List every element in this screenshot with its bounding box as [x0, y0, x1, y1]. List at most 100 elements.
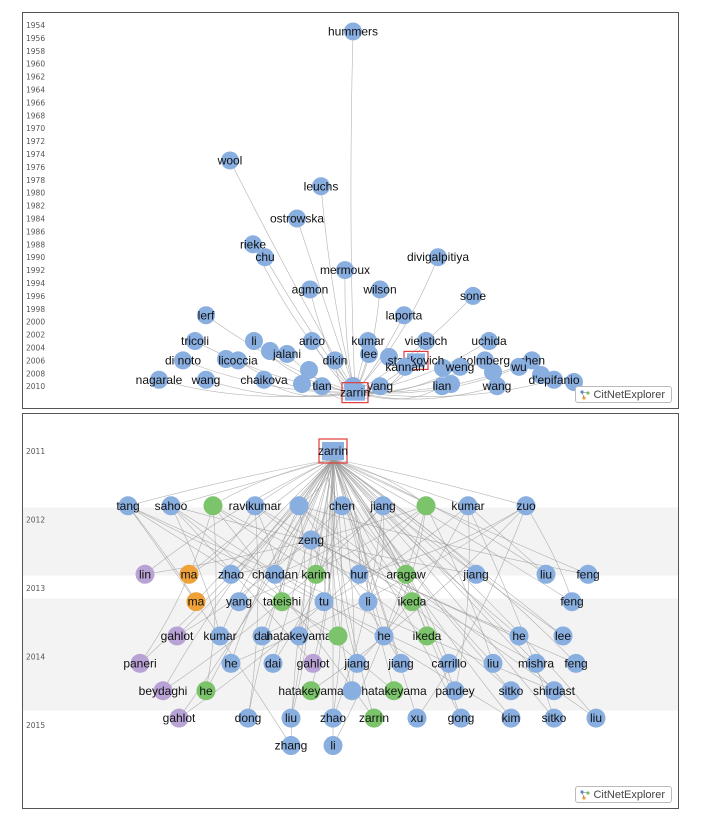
- publication-node[interactable]: beydaghi: [139, 681, 188, 701]
- node-circle[interactable]: [288, 209, 306, 228]
- publication-node[interactable]: kumar: [451, 496, 485, 516]
- node-circle[interactable]: [578, 564, 598, 584]
- publication-node[interactable]: li: [358, 592, 378, 612]
- publication-node[interactable]: li: [323, 736, 343, 756]
- publication-node[interactable]: lee: [553, 626, 573, 646]
- node-circle[interactable]: [445, 681, 465, 701]
- top-network-canvas[interactable]: 1954 1956 1958 1960 1962 1964 1966 1968 1970 1972…: [23, 13, 678, 408]
- bottom-network-canvas[interactable]: 2011 2012 2013 2014 2015 zarrin tang sahoo ravik…: [23, 414, 678, 808]
- publication-node[interactable]: jiang: [369, 496, 396, 516]
- node-circle[interactable]: [466, 564, 486, 584]
- node-circle[interactable]: [263, 653, 283, 673]
- node-circle[interactable]: [526, 653, 546, 673]
- publication-node[interactable]: jiang: [343, 653, 370, 673]
- node-circle[interactable]: [313, 377, 331, 396]
- publication-node[interactable]: carrillo: [431, 653, 467, 673]
- publication-node[interactable]: jiang: [387, 653, 414, 673]
- node-circle[interactable]: [384, 681, 404, 701]
- node-circle[interactable]: [161, 496, 181, 516]
- node-circle[interactable]: [433, 377, 451, 396]
- node-circle[interactable]: [536, 564, 556, 584]
- node-circle[interactable]: [196, 681, 216, 701]
- node-circle[interactable]: [328, 626, 348, 646]
- publication-node[interactable]: lian: [433, 377, 452, 396]
- publication-node[interactable]: li: [245, 332, 263, 351]
- publication-node[interactable]: he: [221, 653, 241, 673]
- node-circle[interactable]: [174, 351, 192, 370]
- node-circle[interactable]: [566, 653, 586, 673]
- node-circle[interactable]: [347, 653, 367, 673]
- node-circle[interactable]: [306, 564, 326, 584]
- publication-node[interactable]: he: [509, 626, 529, 646]
- publication-node[interactable]: gong: [448, 708, 475, 728]
- publication-node[interactable]: [380, 348, 398, 366]
- publication-node[interactable]: divigalpitiya: [407, 248, 469, 267]
- node-circle[interactable]: [169, 708, 189, 728]
- node-circle[interactable]: [332, 496, 352, 516]
- node-circle[interactable]: [416, 496, 436, 516]
- publication-node[interactable]: [328, 626, 348, 646]
- node-circle[interactable]: [501, 681, 521, 701]
- publication-node[interactable]: zeng: [298, 530, 324, 550]
- publication-node[interactable]: yang: [367, 377, 393, 396]
- node-circle[interactable]: [323, 708, 343, 728]
- node-circle[interactable]: [544, 708, 564, 728]
- node-circle[interactable]: [349, 564, 369, 584]
- node-circle[interactable]: [417, 332, 435, 351]
- publication-node[interactable]: [261, 342, 279, 360]
- publication-node[interactable]: aragaw: [386, 564, 426, 584]
- node-circle[interactable]: [391, 653, 411, 673]
- publication-node[interactable]: hatakeyama: [361, 681, 427, 701]
- publication-node[interactable]: zuo: [516, 496, 536, 516]
- publication-node[interactable]: ikeda: [413, 626, 442, 646]
- publication-node[interactable]: feng: [576, 564, 600, 584]
- publication-node[interactable]: [300, 361, 318, 379]
- node-circle[interactable]: [312, 177, 330, 196]
- node-circle[interactable]: [429, 248, 447, 267]
- publication-node[interactable]: dikin: [323, 351, 348, 370]
- publication-node[interactable]: mishra: [518, 653, 554, 673]
- node-circle[interactable]: [203, 496, 223, 516]
- publication-node[interactable]: rieke: [240, 235, 266, 254]
- publication-node[interactable]: zhao: [218, 564, 244, 584]
- publication-node[interactable]: arico: [299, 332, 325, 351]
- node-circle[interactable]: [488, 377, 506, 396]
- publication-node[interactable]: tian: [312, 377, 332, 396]
- node-circle[interactable]: [364, 708, 384, 728]
- node-circle[interactable]: [179, 564, 199, 584]
- node-circle[interactable]: [153, 681, 173, 701]
- publication-node[interactable]: sitko: [499, 681, 524, 701]
- node-circle[interactable]: [458, 496, 478, 516]
- node-circle[interactable]: [135, 564, 155, 584]
- node-circle[interactable]: [186, 332, 204, 351]
- publication-node[interactable]: d'epifanio: [529, 370, 580, 389]
- node-circle[interactable]: [238, 708, 258, 728]
- publication-node[interactable]: [293, 375, 311, 393]
- publication-node[interactable]: zarrin: [359, 708, 389, 728]
- node-circle[interactable]: [396, 357, 414, 376]
- publication-node[interactable]: karim: [301, 564, 331, 584]
- publication-node[interactable]: sitko: [542, 708, 567, 728]
- publication-node[interactable]: liu: [281, 708, 301, 728]
- publication-node[interactable]: hummers: [328, 22, 378, 41]
- publication-node[interactable]: gahlot: [297, 653, 330, 673]
- node-circle[interactable]: [118, 496, 138, 516]
- publication-node[interactable]: kim: [501, 708, 521, 728]
- node-circle[interactable]: [562, 592, 582, 612]
- publication-node[interactable]: liu: [483, 653, 503, 673]
- publication-node[interactable]: feng: [564, 653, 588, 673]
- publication-node[interactable]: jalani: [272, 344, 301, 363]
- focus-node-square[interactable]: [322, 442, 344, 460]
- publication-node[interactable]: yang: [226, 592, 252, 612]
- publication-node[interactable]: shirdast: [533, 681, 576, 701]
- node-circle[interactable]: [544, 681, 564, 701]
- node-circle[interactable]: [245, 496, 265, 516]
- node-circle[interactable]: [553, 626, 573, 646]
- node-circle[interactable]: [130, 653, 150, 673]
- node-circle[interactable]: [301, 280, 319, 299]
- publication-node[interactable]: ikeda: [398, 592, 427, 612]
- bottom-network-panel[interactable]: 2011 2012 2013 2014 2015 zarrin tang sahoo ravik…: [22, 413, 679, 809]
- top-network-panel[interactable]: 1954 1956 1958 1960 1962 1964 1966 1968 1970 1972…: [22, 12, 679, 409]
- publication-node[interactable]: licoccia: [218, 351, 258, 370]
- node-circle[interactable]: [221, 151, 239, 170]
